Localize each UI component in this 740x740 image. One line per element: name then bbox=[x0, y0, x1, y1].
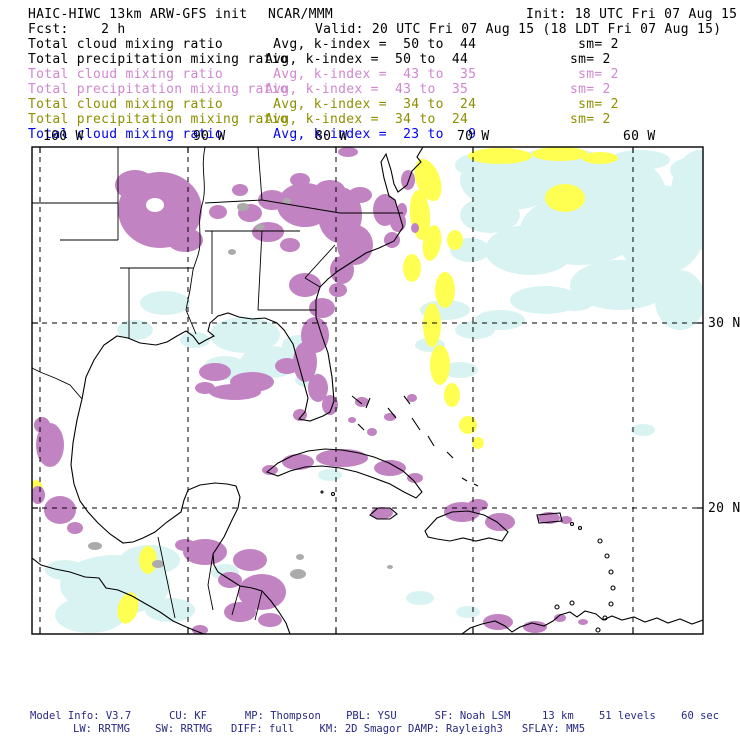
gray-fill-layer bbox=[88, 198, 393, 579]
yellow-fill-layer bbox=[32, 147, 618, 624]
legend-range-1: Avg, k-index = 50 to 44 bbox=[265, 37, 477, 52]
state-borders bbox=[32, 147, 403, 621]
legend-field-6: Total precipitation mixing ratio bbox=[28, 112, 289, 127]
legend-range-2: Avg, k-index = 50 to 44 bbox=[265, 52, 469, 67]
legend-smooth-4: sm= 2 bbox=[570, 82, 611, 97]
legend-smooth-5: sm= 2 bbox=[570, 97, 619, 112]
legend-smooth-2: sm= 2 bbox=[570, 52, 611, 67]
legend-field-7: Total cloud mixing ratio bbox=[28, 127, 224, 142]
legend-field-2: Total precipitation mixing ratio bbox=[28, 52, 289, 67]
lon-label-100w: 100 W bbox=[43, 129, 84, 144]
legend-smooth-3: sm= 2 bbox=[570, 67, 619, 82]
map-frame bbox=[31, 146, 704, 635]
legend-field-1: Total cloud mixing ratio bbox=[28, 37, 224, 52]
legend-range-5: Avg, k-index = 34 to 24 bbox=[265, 97, 477, 112]
violet-fill-layer bbox=[32, 147, 588, 634]
lon-label-90w: 90 W bbox=[193, 129, 226, 144]
legend-smooth-6: sm= 2 bbox=[570, 112, 611, 127]
legend-range-6: Avg, k-index = 34 to 24 bbox=[265, 112, 469, 127]
legend-range-3: Avg, k-index = 43 to 35 bbox=[265, 67, 477, 82]
valid-time: Valid: 20 UTC Fri 07 Aug 15 (18 LDT Fri … bbox=[315, 22, 722, 37]
forecast-hour: Fcst: 2 h bbox=[28, 22, 126, 37]
model-info-line1: Model Info: V3.7 CU: KF MP: Thompson PBL… bbox=[30, 710, 720, 722]
legend-range-7: Avg, k-index = 23 to 9 bbox=[265, 127, 477, 142]
legend-smooth-1: sm= 2 bbox=[570, 37, 619, 52]
model-info-line2: LW: RRTMG SW: RRTMG DIFF: full KM: 2D Sm… bbox=[73, 723, 586, 735]
center-title: NCAR/MMM bbox=[268, 7, 334, 22]
legend-field-3: Total cloud mixing ratio bbox=[28, 67, 224, 82]
lat-label-20n: 20 N bbox=[708, 501, 740, 516]
coastlines bbox=[32, 147, 703, 634]
legend-range-4: Avg, k-index = 43 to 35 bbox=[265, 82, 469, 97]
lon-label-80w: 80 W bbox=[315, 129, 348, 144]
lon-label-70w: 70 W bbox=[457, 129, 490, 144]
legend-field-4: Total precipitation mixing ratio bbox=[28, 82, 289, 97]
fill-hole bbox=[146, 198, 164, 212]
init-time: Init: 18 UTC Fri 07 Aug 15 bbox=[526, 7, 738, 22]
islands bbox=[265, 395, 616, 633]
model-title: HAIC-HIWC 13km ARW-GFS init bbox=[28, 7, 248, 22]
gridlines bbox=[32, 147, 703, 634]
map-ticks bbox=[32, 147, 703, 634]
legend-field-5: Total cloud mixing ratio bbox=[28, 97, 224, 112]
lon-label-60w: 60 W bbox=[623, 129, 656, 144]
lat-label-30n: 30 N bbox=[708, 316, 740, 331]
